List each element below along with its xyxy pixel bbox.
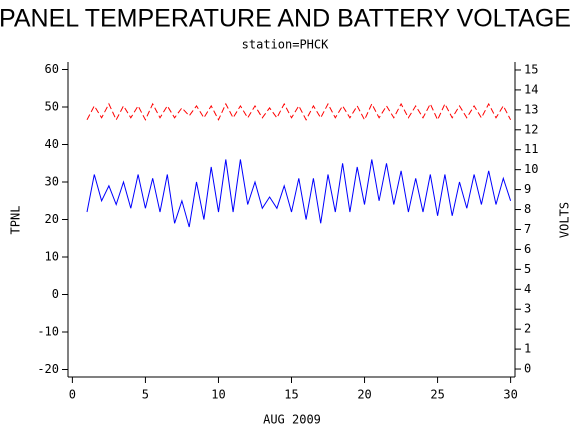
y-axis-label: TPNL xyxy=(9,206,23,235)
x-axis-label: AUG 2009 xyxy=(263,413,321,427)
y2-tick-label: 8 xyxy=(524,202,531,216)
y-tick-label: 20 xyxy=(45,212,59,226)
y-tick-label: 30 xyxy=(45,175,59,189)
y-tick-label: 0 xyxy=(52,287,59,301)
chart-title: PANEL TEMPERATURE AND BATTERY VOLTAGE xyxy=(0,5,570,33)
y2-tick-label: 3 xyxy=(524,302,531,316)
y-tick-label: 60 xyxy=(45,62,59,76)
y2-tick-label: 11 xyxy=(524,142,538,156)
series-line xyxy=(86,159,512,228)
y2-tick-label: 2 xyxy=(524,322,531,336)
x-tick-label: 5 xyxy=(142,388,149,402)
y2-tick-label: 12 xyxy=(524,122,538,136)
x-tick-label: 25 xyxy=(430,388,444,402)
x-tick-label: 20 xyxy=(357,388,371,402)
y-tick-label: -20 xyxy=(37,362,59,376)
x-tick-label: 15 xyxy=(284,388,298,402)
y2-tick-label: 10 xyxy=(524,162,538,176)
y-tick-label: 40 xyxy=(45,137,59,151)
y2-tick-label: 5 xyxy=(524,262,531,276)
y2-tick-label: 13 xyxy=(524,102,538,116)
y2-tick-label: 14 xyxy=(524,82,538,96)
y2-tick-label: 15 xyxy=(524,62,538,76)
y2-tick-label: 1 xyxy=(524,342,531,356)
y2-tick-label: 0 xyxy=(524,362,531,376)
y2-tick-label: 9 xyxy=(524,182,531,196)
chart-subtitle: station=PHCK xyxy=(242,38,329,52)
x-tick-label: 30 xyxy=(503,388,517,402)
y-tick-label: 50 xyxy=(45,100,59,114)
x-tick-label: 0 xyxy=(69,388,76,402)
y-tick-label: -10 xyxy=(37,325,59,339)
x-tick-label: 10 xyxy=(211,388,225,402)
y2-tick-label: 6 xyxy=(524,242,531,256)
y-tick-label: 10 xyxy=(45,250,59,264)
y2-tick-label: 7 xyxy=(524,222,531,236)
y2-axis-label: VOLTS xyxy=(558,202,570,238)
y2-tick-label: 4 xyxy=(524,282,531,296)
series-line xyxy=(86,102,512,121)
